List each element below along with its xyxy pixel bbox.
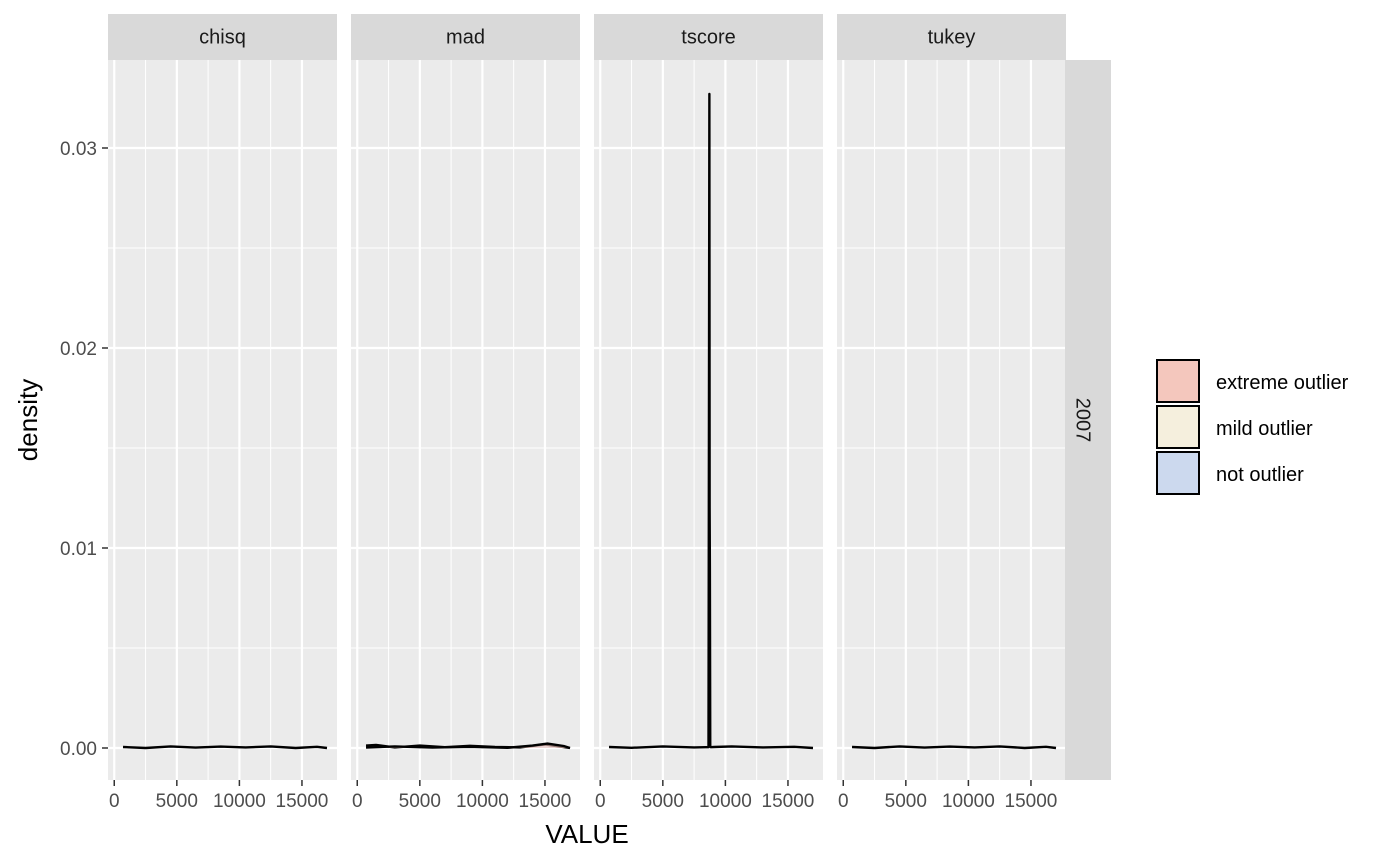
- x-tick-label: 15000: [762, 791, 815, 812]
- panel-mad: mad 0 5000 10000 15000: [351, 14, 580, 812]
- x-tick-label: 10000: [699, 791, 752, 812]
- x-tick-label: 5000: [885, 791, 927, 812]
- row-strip-label: 2007: [1072, 398, 1094, 443]
- y-axis: 0.00 0.01 0.02 0.03: [60, 139, 108, 760]
- y-tick-label: 0.00: [60, 739, 97, 760]
- y-tick-label: 0.02: [60, 339, 97, 360]
- panel-strip-label: tscore: [681, 26, 735, 48]
- x-tick-label: 15000: [276, 791, 329, 812]
- panel-tukey: tukey 0 5000 10000 15000: [837, 14, 1066, 812]
- panel-tscore: tscore 0 5000 10000 15000: [594, 14, 823, 812]
- y-tick-label: 0.01: [60, 539, 97, 560]
- x-tick-label: 5000: [642, 791, 684, 812]
- panel-strip-tscore: [594, 14, 823, 60]
- panel-strip-chisq: [108, 14, 337, 60]
- x-tick-label: 0: [109, 791, 120, 812]
- legend-key-mild-outlier: [1156, 405, 1200, 449]
- x-tick-label: 0: [595, 791, 606, 812]
- panel-chisq: chisq 0 5000 10000 15000: [108, 14, 337, 812]
- row-strip-background: [1065, 60, 1111, 780]
- density-line-not-outlier: [851, 745, 1057, 750]
- x-axis-title: VALUE: [545, 819, 628, 849]
- panel-background: [351, 60, 580, 780]
- y-axis-title: density: [13, 379, 43, 461]
- row-strip: 2007: [1065, 60, 1111, 780]
- legend-label: mild outlier: [1216, 418, 1313, 440]
- x-tick-label: 0: [352, 791, 363, 812]
- x-tick-label: 15000: [1005, 791, 1058, 812]
- legend-key-extreme-outlier: [1156, 359, 1200, 403]
- panel-strip-tukey: [837, 14, 1066, 60]
- y-tick-label: 0.03: [60, 139, 97, 160]
- legend-label: extreme outlier: [1216, 372, 1349, 394]
- density-line-not-outlier: [122, 745, 328, 750]
- legend-label: not outlier: [1216, 464, 1304, 486]
- panel-strip-label: tukey: [928, 26, 976, 48]
- x-tick-label: 0: [838, 791, 849, 812]
- legend-key-not-outlier: [1156, 451, 1200, 495]
- x-tick-label: 10000: [213, 791, 266, 812]
- density-line-not-outlier: [608, 92, 814, 750]
- x-tick-label: 5000: [399, 791, 441, 812]
- panel-strip-label: chisq: [199, 26, 246, 48]
- legend: extreme outlier mild outlier not outlier: [1156, 359, 1349, 495]
- x-tick-label: 15000: [519, 791, 572, 812]
- panel-strip-mad: [351, 14, 580, 60]
- panel-background: [837, 60, 1066, 780]
- panel-strip-label: mad: [446, 26, 485, 48]
- x-tick-label: 10000: [456, 791, 509, 812]
- x-tick-label: 5000: [156, 791, 198, 812]
- panel-background: [108, 60, 337, 780]
- x-tick-label: 10000: [942, 791, 995, 812]
- density-line-extreme-outlier: [365, 742, 571, 750]
